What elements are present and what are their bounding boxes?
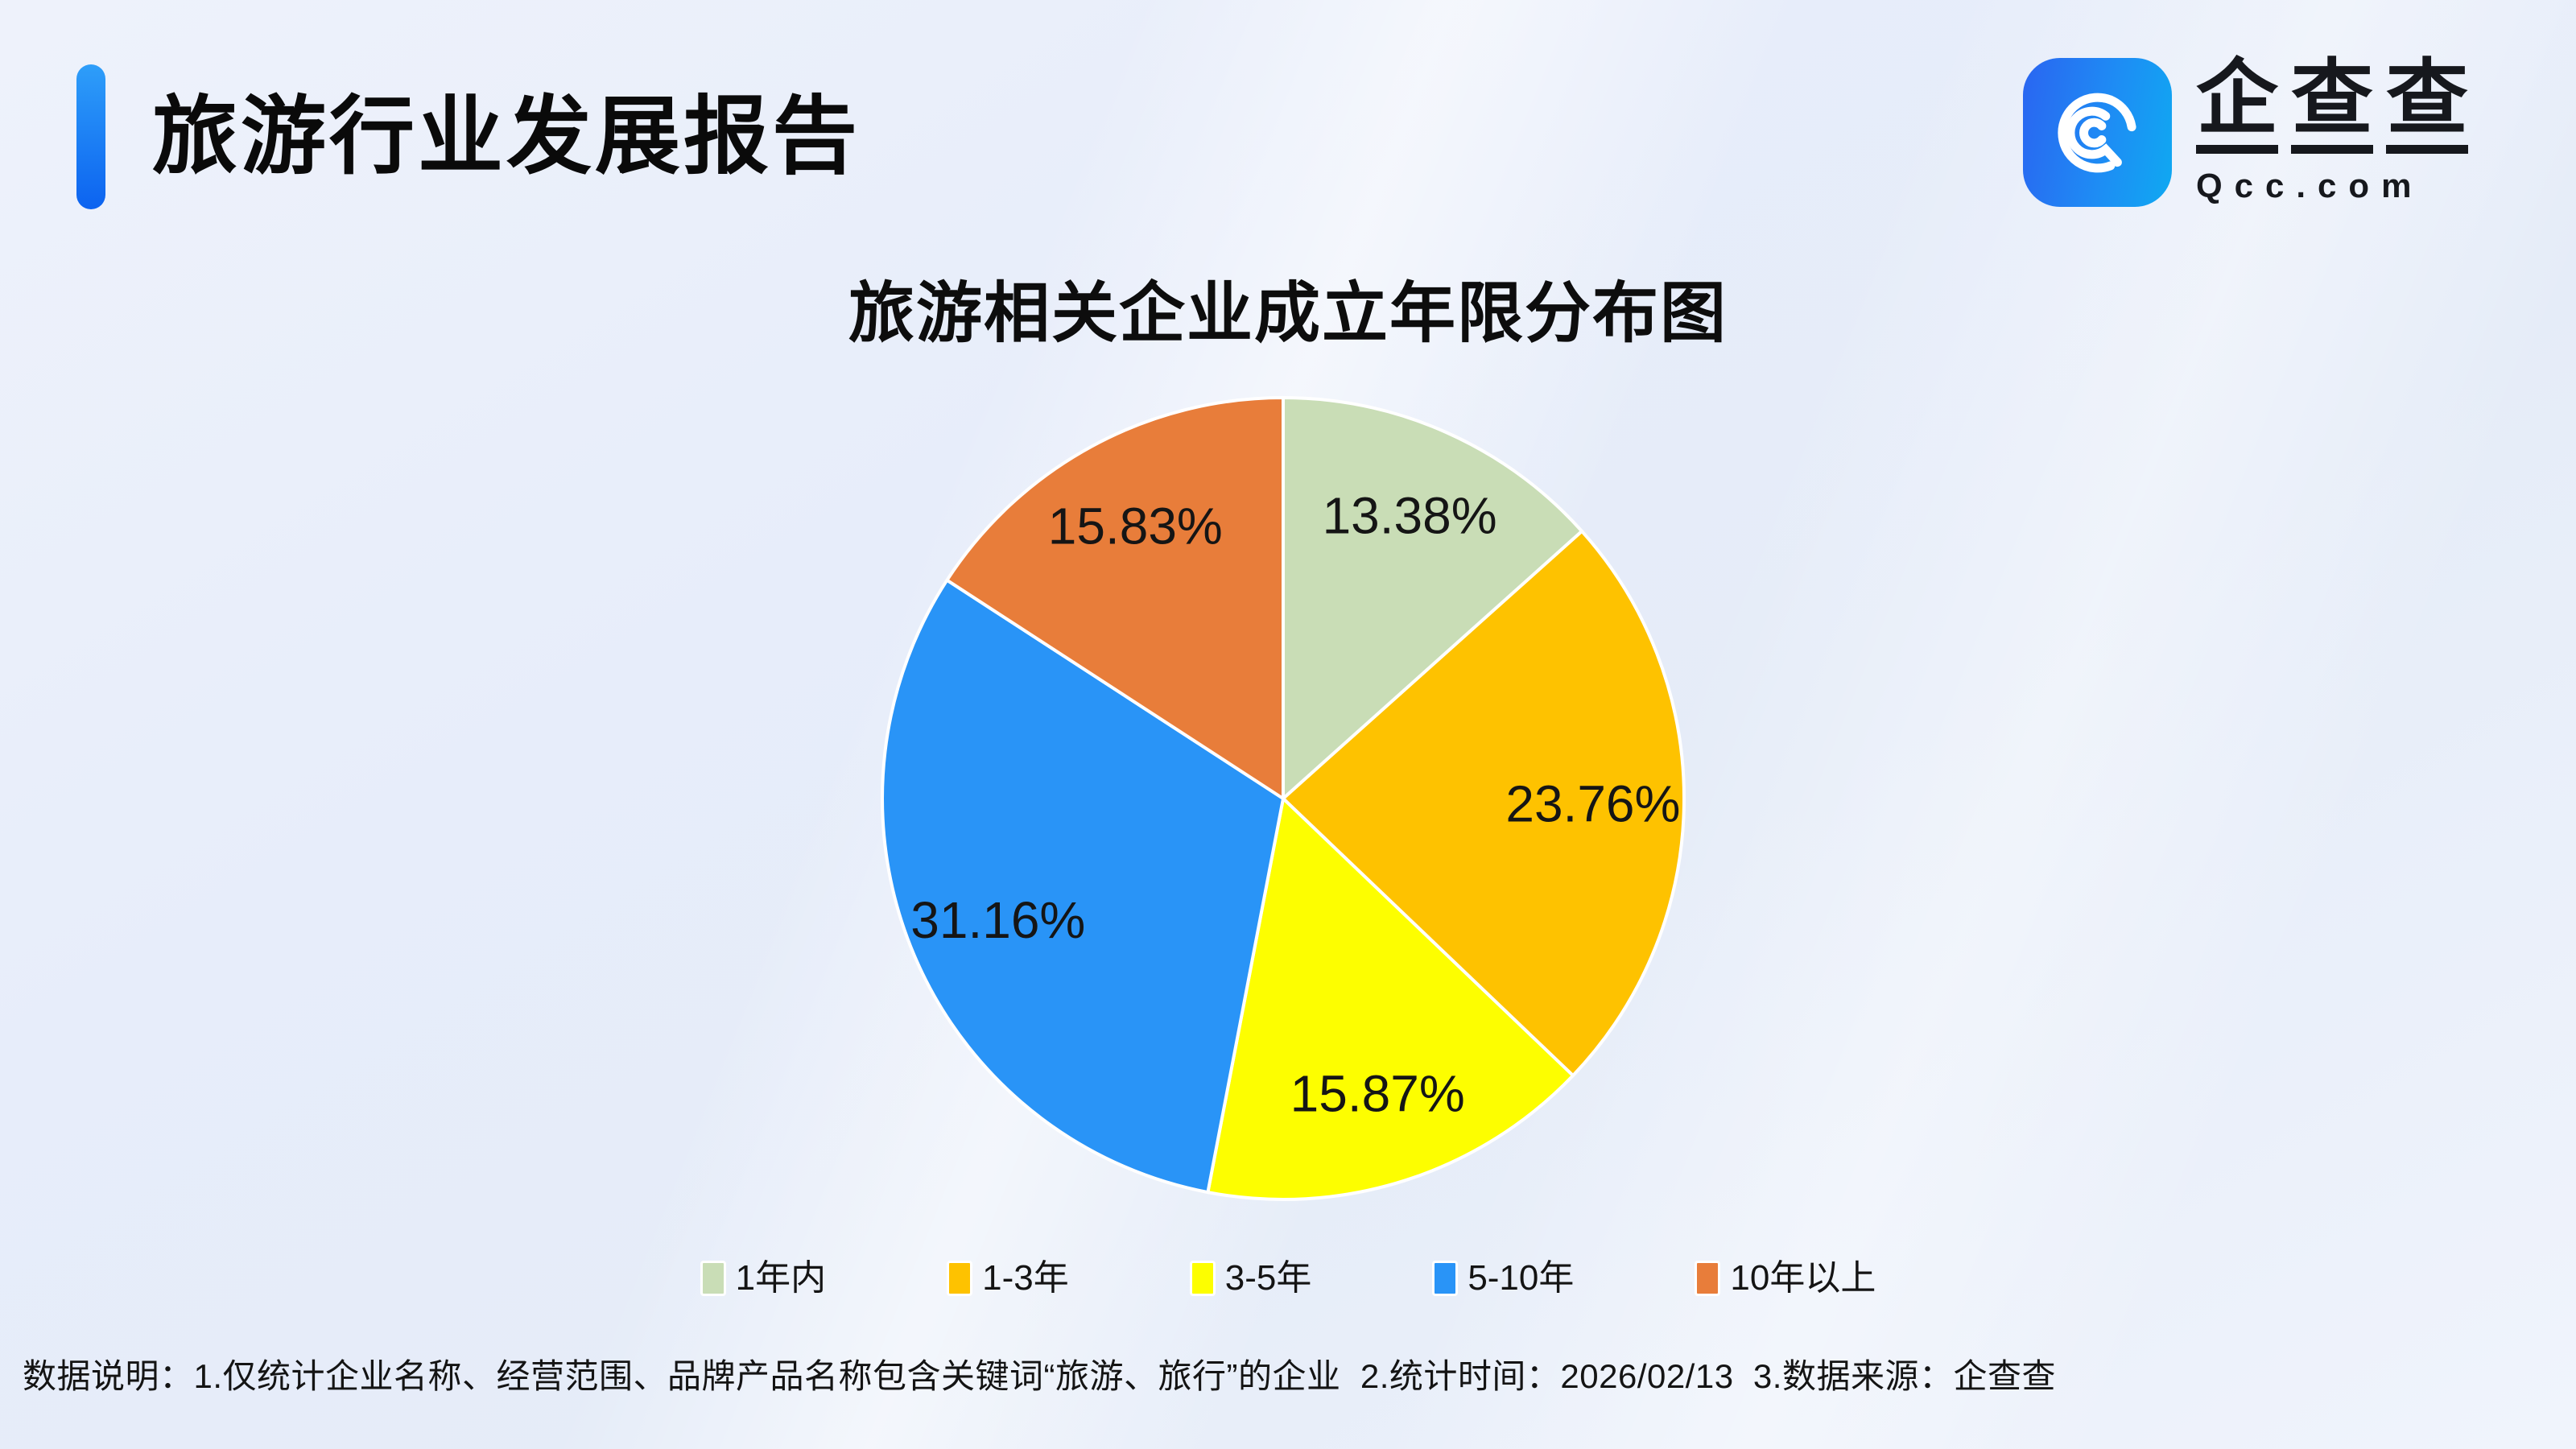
legend-label-10年以上: 10年以上 — [1730, 1258, 1876, 1298]
chart-title: 旅游相关企业成立年限分布图 — [848, 277, 1728, 350]
legend-label-1-3年: 1-3年 — [982, 1258, 1069, 1298]
pie-label-3-5-10年: 31.16% — [910, 891, 1085, 949]
legend-item-1-3年: 1-3年 — [947, 1261, 1069, 1296]
report-title: 旅游行业发展报告 — [152, 89, 861, 184]
pie-label-0-1年内: 13.38% — [1323, 487, 1497, 545]
qcc-domain-text: Qcc.com — [2196, 167, 2424, 204]
pie-slice-1-1-3年 — [1282, 529, 1686, 1078]
legend-label-1年内: 1年内 — [735, 1258, 827, 1298]
pie-slice-4-10年以上 — [945, 396, 1285, 800]
pie-label-4-10年以上: 15.83% — [1048, 497, 1223, 555]
qcc-wordmark: 企 查 查 Qcc.com — [2196, 57, 2468, 205]
legend-item-10年以上: 10年以上 — [1695, 1261, 1876, 1296]
pie-slice-2-3-5年 — [1206, 797, 1575, 1201]
chart-legend: 1年内 1-3年 3-5年 5-10年 10年以上 — [0, 1261, 2576, 1296]
legend-swatch-icon-5-10年 — [1432, 1261, 1459, 1296]
title-accent-bar — [76, 64, 105, 209]
legend-swatch-icon-10年以上 — [1695, 1261, 1721, 1296]
legend-label-5-10年: 5-10年 — [1468, 1258, 1575, 1298]
qcc-logo-icon — [2023, 58, 2172, 207]
pie-slice-3-5-10年 — [881, 578, 1285, 1195]
brand-char-2: 查 — [2291, 57, 2373, 154]
magnifier-q-icon — [2057, 93, 2136, 172]
pie-chart: 13.38% 23.76% 15.87% 31.16% 15.83% — [881, 396, 1686, 1201]
legend-item-5-10年: 5-10年 — [1432, 1261, 1574, 1296]
legend-item-3-5年: 3-5年 — [1189, 1258, 1312, 1298]
legend-label-3-5年: 3-5年 — [1224, 1258, 1312, 1298]
legend-swatch-icon-3-5年 — [1189, 1261, 1216, 1296]
report-header: 旅游行业发展报告 企 查 查 Qcc.com — [76, 57, 2468, 216]
brand-char-3: 查 — [2386, 57, 2468, 154]
qcc-logo: 企 查 查 Qcc.com — [2023, 57, 2468, 207]
legend-swatch-icon-1年内 — [700, 1261, 726, 1296]
pie-label-1-1-3年: 23.76% — [1505, 774, 1680, 832]
pie-label-2-3-5年: 15.87% — [1290, 1065, 1465, 1123]
brand-char-1: 企 — [2196, 57, 2278, 154]
pie-slice-0-1年内 — [1282, 396, 1584, 800]
legend-item-1年内: 1年内 — [700, 1261, 826, 1296]
qcc-brand-text: 企 查 查 — [2196, 57, 2468, 154]
legend-swatch-icon-1-3年 — [947, 1261, 973, 1296]
data-notes: 数据说明：1.仅统计企业名称、经营范围、品牌产品名称包含关键词“旅游、旅行”的企… — [23, 1357, 2056, 1395]
